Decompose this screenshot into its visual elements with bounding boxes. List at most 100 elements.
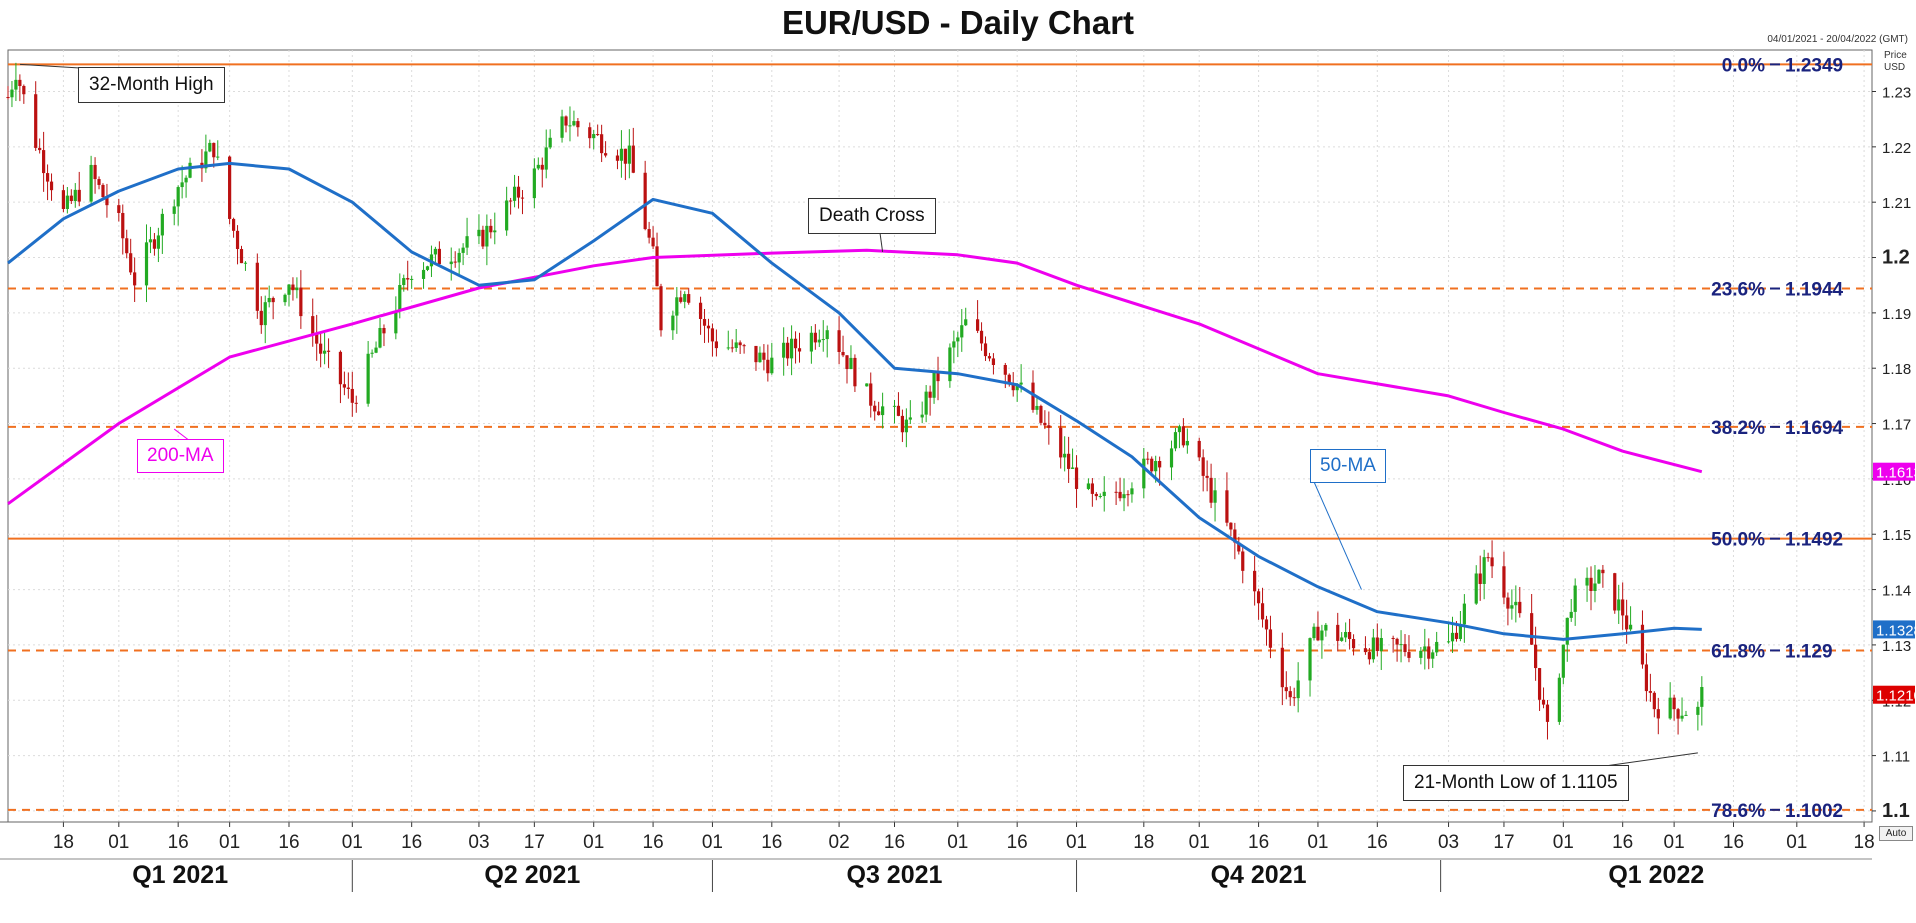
candle-body — [61, 190, 66, 209]
candle-body — [295, 287, 299, 291]
candle-body — [964, 319, 968, 326]
candle-body — [1284, 687, 1288, 692]
auto-scale-button[interactable]: Auto — [1879, 826, 1913, 841]
candle-body — [1621, 599, 1625, 616]
candle-body — [378, 327, 382, 348]
candle-body — [1696, 706, 1700, 715]
candle-body — [1316, 626, 1320, 641]
candle-body — [516, 186, 521, 198]
candle-body — [1011, 383, 1015, 391]
candle-body — [683, 294, 687, 302]
candle-body — [65, 195, 69, 209]
annotation-32-month-high: 32-Month High — [78, 67, 225, 103]
candle-body — [1395, 638, 1399, 645]
x-tick-label: 01 — [1786, 832, 1807, 853]
x-tick-label: 03 — [1438, 832, 1459, 853]
candle-body — [619, 148, 624, 161]
candle-body — [512, 186, 517, 201]
candle-body — [1648, 691, 1652, 693]
x-tick-label: 16 — [884, 832, 905, 853]
candle-body — [1644, 664, 1649, 692]
candle-body — [809, 332, 813, 352]
candle-body — [42, 150, 46, 174]
candle-body — [1585, 577, 1589, 586]
x-tick-label: 01 — [108, 832, 129, 853]
price-tag — [1873, 685, 1915, 704]
candle-body — [1613, 573, 1617, 611]
candle-body — [144, 242, 149, 286]
candle-body — [742, 345, 746, 347]
chart-title: EUR/USD - Daily Chart — [781, 4, 1135, 41]
x-tick-label: 01 — [1307, 832, 1328, 853]
candle-body — [1007, 374, 1011, 384]
x-tick-label: 01 — [219, 832, 240, 853]
candle-body — [770, 357, 774, 374]
candle-body — [1676, 709, 1680, 719]
candle-body — [1573, 585, 1577, 612]
x-tick-label: 18 — [53, 832, 74, 853]
candle-body — [869, 383, 873, 406]
candle-body — [125, 238, 129, 254]
candle-body — [1348, 631, 1352, 640]
candle-body — [540, 164, 544, 170]
candle-body — [1367, 652, 1371, 660]
candle-body — [1680, 715, 1684, 719]
candle-body — [1237, 542, 1241, 552]
candle-body — [1090, 483, 1094, 494]
candle-body — [1253, 570, 1257, 592]
candle-body — [631, 145, 635, 173]
x-tick-label: 16 — [168, 832, 189, 853]
candle-body — [1668, 697, 1672, 719]
candle-body — [481, 229, 485, 247]
candle-body — [1241, 551, 1245, 571]
candle-body — [1561, 644, 1565, 678]
candle-body — [568, 125, 572, 127]
candle-body — [932, 372, 936, 398]
candle-body — [235, 230, 240, 250]
candle-body — [1375, 637, 1379, 652]
y-tick-label: 1.22 — [1882, 140, 1911, 157]
candle-body — [374, 347, 378, 353]
candle-body — [1031, 382, 1035, 410]
candle-body — [789, 338, 794, 359]
candle-body — [398, 285, 402, 311]
quarter-label: Q1 2022 — [1608, 861, 1704, 889]
candle-body — [1003, 364, 1007, 375]
candle-body — [69, 195, 73, 202]
quarter-label: Q2 2021 — [484, 861, 580, 889]
candle-body — [948, 347, 952, 382]
candle-body — [204, 151, 208, 169]
fib-level-pct: 0.0% — [1722, 55, 1765, 76]
candle-body — [904, 419, 908, 433]
candle-body — [1506, 597, 1510, 609]
x-tick-label: 17 — [524, 832, 545, 853]
candle-body — [366, 353, 370, 404]
candle-body — [841, 351, 845, 356]
candle-body — [671, 315, 675, 331]
candle-body — [1545, 704, 1550, 722]
candle-body — [1431, 652, 1435, 659]
candle-body — [758, 352, 762, 363]
candle-body — [548, 137, 552, 148]
candle-body — [1486, 557, 1490, 559]
candle-body — [1102, 491, 1106, 497]
candle-body — [1403, 644, 1407, 653]
candle-body — [900, 415, 905, 433]
candle-body — [1462, 603, 1466, 625]
candle-body — [576, 121, 580, 128]
candle-body — [936, 372, 940, 382]
candle-body — [121, 212, 125, 239]
candle-body — [592, 134, 596, 139]
candle-body — [267, 297, 271, 303]
x-tick-label: 18 — [1133, 832, 1154, 853]
candle-body — [1652, 692, 1656, 710]
candle-body — [354, 402, 358, 404]
candle-body — [338, 351, 343, 385]
candle-body — [1039, 405, 1043, 423]
candle-body — [1070, 467, 1075, 469]
candle-body — [1628, 624, 1633, 630]
candle-body — [1379, 637, 1383, 652]
annotation-21-month-low: 21-Month Low of 1.1105 — [1403, 765, 1629, 801]
price-tag-label: 1.1328 — [1876, 622, 1916, 639]
candle-body — [908, 417, 912, 420]
